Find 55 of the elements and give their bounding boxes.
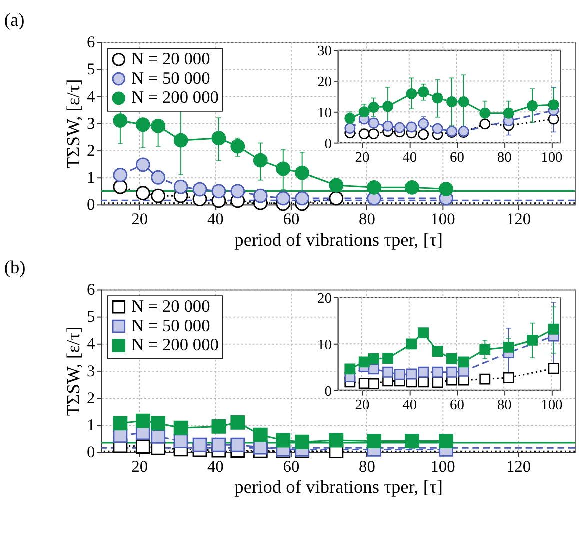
x-tick-label: 40	[402, 150, 418, 166]
legend-label: N = 20 000	[131, 50, 211, 69]
x-tick-label: 20	[355, 397, 370, 414]
x-tick-label: 120	[506, 456, 532, 476]
y-tick-label: 0	[324, 384, 332, 400]
y-tick-label: 1	[86, 168, 96, 187]
y-tick-label: 4	[86, 334, 96, 354]
legend-label: N = 20 000	[131, 296, 211, 316]
y-tick-label: 2	[86, 140, 96, 160]
y-tick-label: 0	[86, 195, 96, 214]
y-tick-label: 5	[86, 60, 96, 79]
x-tick-label: 80	[359, 210, 376, 229]
y-axis-title: TΣSW, [ε/τ]	[63, 326, 84, 416]
x-tick-label: 20	[132, 210, 148, 229]
x-axis-title: period of vibrations τper, [τ]	[234, 230, 443, 250]
y-tick-label: 10	[318, 105, 332, 122]
x-tick-label: 80	[497, 150, 512, 166]
x-tick-label: 20	[355, 150, 370, 166]
chart-title: (a)	[4, 10, 25, 30]
x-axis-title: period of vibrations τper, [τ]	[234, 477, 443, 498]
x-tick-label: 20	[132, 456, 148, 476]
legend-label: N = 200 000	[131, 336, 220, 355]
x-tick-label: 60	[450, 397, 464, 414]
y-tick-label: 3	[86, 114, 96, 133]
y-tick-label: 1	[86, 415, 96, 434]
chart-title: (b)	[4, 257, 26, 278]
legend-label: N = 200 000	[131, 88, 220, 108]
y-tick-label: 6	[86, 280, 96, 300]
legend-label: N = 50 000	[131, 316, 211, 336]
x-tick-label: 60	[450, 150, 464, 166]
x-tick-label: 100	[430, 456, 456, 476]
x-tick-label: 80	[359, 456, 376, 476]
y-tick-label: 20	[318, 291, 332, 308]
x-tick-label: 100	[430, 210, 456, 229]
y-tick-label: 6	[86, 32, 96, 52]
y-tick-label: 0	[86, 442, 96, 462]
y-tick-label: 5	[86, 307, 96, 326]
x-tick-label: 60	[283, 456, 300, 476]
y-tick-label: 4	[86, 86, 96, 106]
x-tick-label: 40	[207, 456, 224, 476]
x-tick-label: 40	[402, 397, 418, 414]
legend-label: N = 50 000	[131, 68, 211, 88]
y-axis-title: TΣSW, [ε/τ]	[63, 79, 84, 169]
y-tick-label: 30	[318, 44, 332, 60]
x-tick-label: 40	[207, 210, 224, 229]
x-tick-label: 80	[497, 397, 512, 414]
x-tick-label: 60	[283, 210, 300, 229]
y-tick-label: 0	[324, 136, 332, 152]
y-tick-label: 3	[86, 361, 96, 380]
y-tick-label: 2	[86, 388, 96, 408]
y-tick-label: 10	[318, 337, 332, 354]
x-tick-label: 100	[541, 150, 563, 166]
x-tick-label: 100	[541, 397, 563, 414]
y-tick-label: 20	[318, 74, 332, 91]
x-tick-label: 120	[506, 210, 532, 229]
